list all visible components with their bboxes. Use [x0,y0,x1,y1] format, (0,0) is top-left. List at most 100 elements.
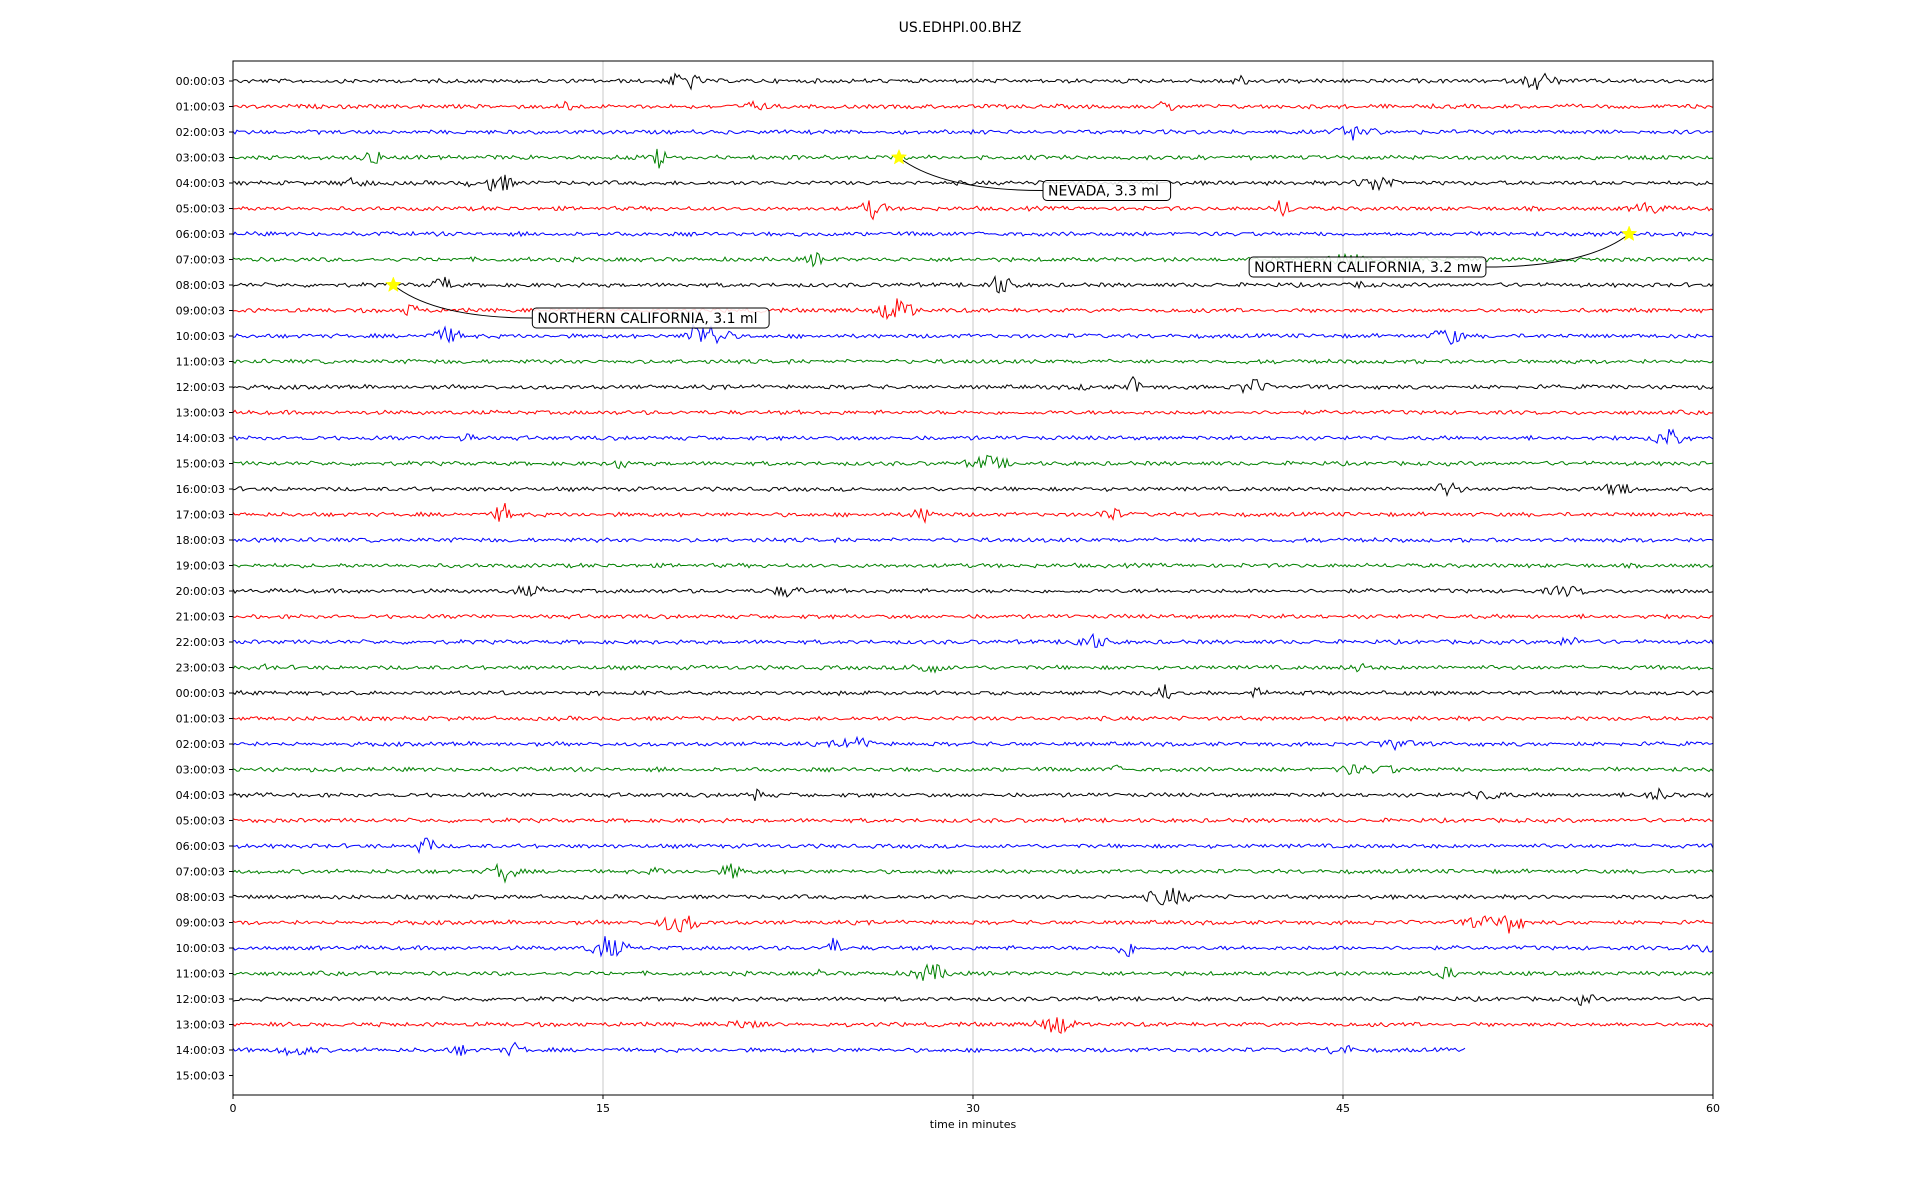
trace-8 [232,275,1714,294]
trace-16 [232,481,1714,497]
trace-1 [232,99,1714,111]
x-tick-label: 0 [230,1102,237,1115]
y-tick-label: 03:00:03 [176,152,225,165]
annotation-label: NORTHERN CALIFORNIA, 3.2 mw [1254,260,1482,276]
trace-24 [232,684,1714,700]
trace-25 [232,715,1714,722]
trace-28 [232,787,1714,801]
y-tick-label: 08:00:03 [176,891,225,904]
y-tick-label: 10:00:03 [176,942,225,955]
trace-12 [232,375,1714,395]
trace-19 [232,562,1714,569]
event-star-marker [890,148,908,165]
annotation-box [531,307,770,329]
trace-4 [232,174,1714,192]
trace-29 [232,817,1714,824]
y-tick-label: 15:00:03 [176,458,225,471]
x-tick-label: 30 [966,1102,980,1115]
trace-27 [232,764,1714,776]
y-tick-label: 14:00:03 [176,432,225,445]
chart-title: US.EDHPI.00.BHZ [898,20,1022,36]
y-tick-label: 05:00:03 [176,203,225,216]
trace-38 [232,1041,1466,1057]
annotation-label: NEVADA, 3.3 ml [1048,184,1159,200]
event-star-marker [385,276,402,293]
y-tick-label: 03:00:03 [176,764,225,777]
trace-33 [232,914,1714,934]
x-axis-label: time in minutes [930,1118,1017,1131]
y-tick-label: 06:00:03 [176,840,225,853]
y-tick-label: 21:00:03 [176,611,225,624]
grid-lines [602,61,1344,1095]
annotation-box [1248,256,1487,278]
y-tick-label: 23:00:03 [176,662,225,675]
annotation-box [1042,180,1172,201]
trace-9 [232,298,1714,321]
x-tick-label: 45 [1336,1102,1350,1115]
x-tick-label: 15 [596,1102,610,1115]
trace-26 [232,735,1714,752]
trace-11 [232,358,1714,365]
event-annotations: NEVADA, 3.3 ml NORTHERN CALIFORNIA, 3.2 m… [385,148,1638,329]
y-tick-label: 18:00:03 [176,534,225,547]
y-tick-label: 14:00:03 [176,1044,225,1057]
y-tick-label: 10:00:03 [176,330,225,343]
y-tick-label: 12:00:03 [176,993,225,1006]
trace-21 [232,613,1714,620]
x-axis-ticks: 0 15 30 45 60 [230,1095,1720,1115]
y-tick-label: 06:00:03 [176,228,225,241]
x-tick-label: 60 [1706,1102,1720,1115]
y-tick-label: 11:00:03 [176,968,225,981]
y-tick-label: 01:00:03 [176,101,225,114]
trace-14 [232,428,1714,446]
trace-32 [232,887,1714,906]
trace-3 [232,148,1714,169]
trace-17 [232,502,1714,525]
y-tick-label: 07:00:03 [176,254,225,267]
y-tick-label: 20:00:03 [176,585,225,598]
y-tick-label: 19:00:03 [176,560,225,573]
y-axis-track-labels: 00:00:03 01:00:03 02:00:03 03:00:03 04:00:03… [176,75,233,1083]
y-tick-label: 07:00:03 [176,866,225,879]
y-tick-label: 13:00:03 [176,1019,225,1032]
annotation-arrow [898,157,1044,191]
annotation-label: NORTHERN CALIFORNIA, 3.1 ml [537,311,757,327]
y-tick-label: 00:00:03 [176,687,225,700]
y-tick-label: 01:00:03 [176,713,225,726]
y-tick-label: 02:00:03 [176,738,225,751]
trace-22 [232,632,1714,648]
trace-5 [232,200,1714,221]
trace-36 [232,994,1714,1007]
trace-37 [232,1017,1714,1034]
trace-13 [232,409,1714,416]
y-tick-label: 09:00:03 [176,917,225,930]
trace-2 [232,125,1714,141]
trace-15 [232,454,1714,470]
y-tick-label: 02:00:03 [176,126,225,139]
y-tick-label: 08:00:03 [176,279,225,292]
y-tick-label: 11:00:03 [176,356,225,369]
trace-31 [232,862,1714,884]
y-tick-label: 12:00:03 [176,381,225,394]
y-tick-label: 16:00:03 [176,483,225,496]
y-tick-label: 05:00:03 [176,815,225,828]
trace-34 [232,936,1714,958]
y-tick-label: 22:00:03 [176,636,225,649]
y-tick-label: 09:00:03 [176,305,225,318]
trace-30 [232,837,1714,855]
trace-0 [232,72,1714,91]
trace-23 [232,662,1714,674]
event-star-marker [1620,225,1638,242]
y-tick-label: 15:00:03 [176,1070,225,1083]
trace-18 [232,536,1714,544]
trace-6 [232,230,1714,238]
y-tick-label: 13:00:03 [176,407,225,420]
y-tick-label: 04:00:03 [176,789,225,802]
annotation-arrow [1485,233,1630,268]
trace-10 [232,323,1714,345]
y-tick-label: 00:00:03 [176,75,225,88]
y-tick-label: 17:00:03 [176,509,225,522]
annotation-arrow [393,284,533,319]
trace-35 [232,963,1714,981]
